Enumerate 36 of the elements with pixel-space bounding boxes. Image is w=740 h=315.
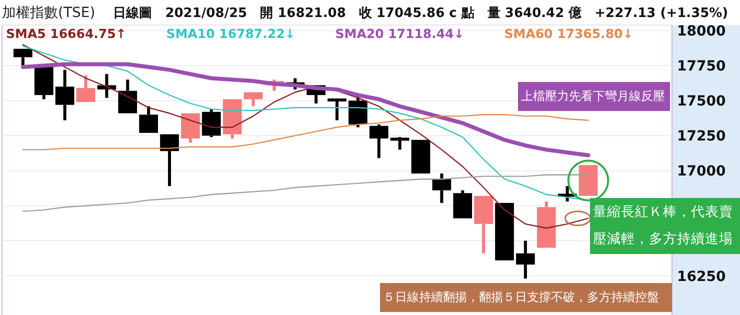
y-tick-label: 17750 <box>677 58 726 75</box>
candlestick <box>55 70 74 120</box>
candlestick <box>369 124 388 158</box>
candlestick <box>76 75 96 102</box>
series-label: SMA5 16664.75↑ <box>6 26 126 41</box>
y-tick-label: 17000 <box>677 164 726 180</box>
y-tick-label: 18000 <box>677 24 726 40</box>
candlestick <box>536 202 556 248</box>
candlestick <box>160 134 179 186</box>
y-tick-label: 17250 <box>677 128 726 145</box>
chart-title: 加權指數(TSE) <box>2 5 96 21</box>
annotation: 上檔壓力先看下彎月線反壓 <box>518 82 670 111</box>
candlestick <box>432 174 452 203</box>
annotation: 上檔壓力先看下彎月線反壓 <box>521 89 665 103</box>
candlestick <box>244 92 263 106</box>
annotation: ５日線持續翻揚，翻揚５日支撐不破，多方持續控盤 <box>380 283 672 312</box>
text: SMA20 17118.44↓ <box>335 26 464 41</box>
y-tick-label: 17500 <box>677 94 726 110</box>
candlestick <box>328 98 346 120</box>
candlestick <box>578 165 598 196</box>
candlestick <box>222 99 242 138</box>
candlestick <box>118 80 138 114</box>
annotation: 量縮長紅Ｋ棒，代表賣壓減輕，多方持續進場 <box>593 204 733 247</box>
text: SMA10 16787.22↓ <box>166 26 296 41</box>
candlestick <box>516 240 535 279</box>
chart-subtitle: 日線圖 2021/08/25 開 16821.08 收 17045.86 c 點 量 3640.42 億 +227.13 (+1.35%) <box>113 5 728 21</box>
candlestick <box>474 196 493 254</box>
candlestick <box>411 140 430 174</box>
candlestick <box>181 113 200 143</box>
annotation: 量縮長紅Ｋ棒，代表賣壓減輕，多方持續進場 <box>590 198 740 254</box>
text: SMA60 17365.80↓ <box>504 26 634 41</box>
y-tick-label: 16250 <box>677 268 726 285</box>
line-series <box>22 174 589 212</box>
candlestick <box>495 202 514 260</box>
annotation: ５日線持續翻揚，翻揚５日支撐不破，多方持續控盤 <box>383 290 659 304</box>
candlestick <box>34 67 54 100</box>
